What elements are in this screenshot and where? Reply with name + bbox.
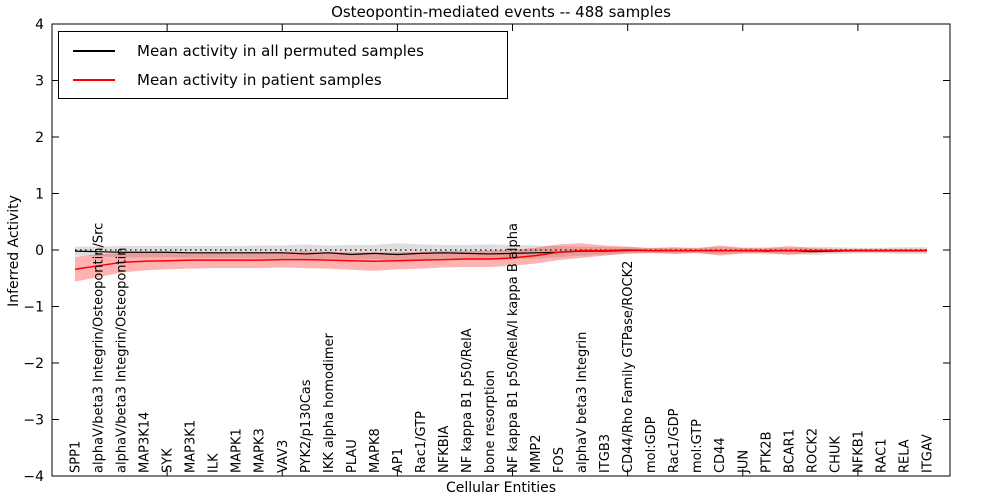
- y-tick-label: −4: [23, 469, 44, 485]
- x-tick-label: JUN: [736, 450, 751, 474]
- x-tick-label: bone resorption: [483, 370, 498, 473]
- x-tick-label: PTK2B: [759, 432, 774, 474]
- x-tick-label: SYK: [161, 448, 176, 473]
- x-tick-label: PYK2/p130Cas: [299, 379, 314, 473]
- x-tick-label: CHUK: [828, 436, 843, 473]
- legend-item-patient: Mean activity in patient samples: [59, 67, 507, 93]
- x-tick-label: NF kappa B1 p50/RelA/I kappa B alpha: [506, 223, 521, 473]
- y-tick-label: −2: [23, 356, 44, 372]
- x-tick-label: RELA: [897, 439, 912, 473]
- x-tick-label: MAPK8: [368, 428, 383, 473]
- x-tick-label: mol:GDP: [644, 416, 659, 473]
- legend-label-patient: Mean activity in patient samples: [137, 70, 382, 89]
- x-tick-label: MAPK1: [230, 428, 245, 473]
- x-tick-label: MAPK3: [253, 428, 268, 473]
- x-tick-label: NFKBIA: [437, 426, 452, 473]
- x-tick-label: NFKB1: [851, 430, 866, 473]
- y-axis-label: Inferred Activity: [6, 195, 22, 307]
- x-tick-label: ITGB3: [598, 434, 613, 473]
- x-tick-label: IKK alpha homodimer: [322, 332, 337, 473]
- x-tick-label: alphaV/beta3 Integrin/Osteopontin/Src: [92, 223, 107, 473]
- x-tick-label: MAP3K1: [184, 420, 199, 473]
- x-tick-label: MAP3K14: [138, 412, 153, 473]
- x-tick-label: NF kappa B1 p50/RelA: [460, 328, 475, 473]
- y-tick-label: 0: [35, 243, 44, 259]
- y-tick-label: −1: [23, 300, 44, 316]
- x-tick-label: PLAU: [345, 439, 360, 473]
- x-tick-label: alphaV/beta3 Integrin/Osteopontin: [115, 248, 130, 473]
- x-tick-label: alphaV beta3 Integrin: [575, 332, 590, 473]
- patient-mean-line: [74, 249, 927, 270]
- permuted-line-swatch: [73, 49, 115, 52]
- patient-line-swatch: [73, 78, 115, 81]
- x-tick-label: ITGAV: [920, 434, 935, 473]
- x-tick-label: AP1: [391, 448, 406, 473]
- y-tick-label: 2: [35, 130, 44, 146]
- x-tick-label: FOS: [552, 447, 567, 473]
- legend: Mean activity in all permuted samples Me…: [58, 31, 508, 99]
- permuted-band: [75, 243, 927, 262]
- x-tick-label: ILK: [207, 453, 222, 473]
- y-tick-label: 3: [35, 74, 44, 90]
- x-tick-label: Rac1/GTP: [414, 411, 429, 473]
- y-tick-label: 1: [35, 187, 44, 203]
- x-tick-label: ROCK2: [805, 428, 820, 473]
- x-tick-label: mol:GTP: [690, 419, 705, 473]
- x-tick-label: VAV3: [276, 440, 291, 473]
- x-tick-label: BCAR1: [782, 429, 797, 473]
- y-tick-label: 4: [35, 17, 44, 33]
- chart-title: Osteopontin-mediated events -- 488 sampl…: [331, 3, 671, 21]
- x-axis-label: Cellular Entities: [445, 480, 557, 496]
- x-tick-label: SPP1: [69, 441, 84, 473]
- x-tick-label: CD44: [713, 437, 728, 473]
- x-tick-label: CD44/Rho Family GTPase/ROCK2: [621, 261, 636, 473]
- legend-item-permuted: Mean activity in all permuted samples: [59, 38, 507, 64]
- legend-label-permuted: Mean activity in all permuted samples: [137, 41, 424, 60]
- x-tick-label: RAC1: [874, 438, 889, 473]
- y-tick-label: −3: [23, 413, 44, 429]
- x-tick-label: Rac1/GDP: [667, 408, 682, 473]
- x-tick-label: MMP2: [529, 434, 544, 473]
